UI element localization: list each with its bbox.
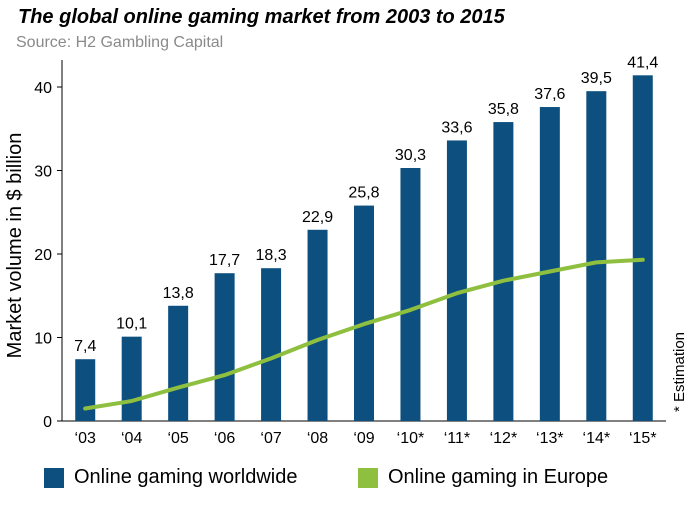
x-tick-label: ‘03	[75, 430, 96, 447]
bar-value-label: 25,8	[348, 185, 379, 202]
bar	[168, 305, 189, 421]
bar-value-label: 22,9	[302, 209, 333, 226]
bar	[75, 359, 96, 421]
bar	[354, 205, 374, 421]
x-tick-label: ‘08	[307, 430, 328, 447]
bar	[446, 140, 467, 421]
bar-value-label: 35,8	[488, 101, 519, 118]
legend-label-worldwide: Online gaming worldwide	[74, 466, 298, 488]
bar	[214, 273, 235, 421]
bar-value-label: 7,4	[74, 338, 96, 355]
bar-value-label: 39,5	[581, 70, 612, 87]
bar	[493, 122, 514, 421]
legend-label-europe: Online gaming in Europe	[388, 466, 609, 488]
bar-value-label: 18,3	[256, 247, 287, 264]
x-tick-label: ‘05	[167, 430, 188, 447]
chart-title: The global online gaming market from 200…	[18, 6, 505, 28]
line-point	[83, 406, 87, 410]
line-point	[176, 386, 180, 390]
estimation-note: * Estimation	[671, 332, 688, 412]
bar	[261, 268, 282, 421]
y-tick-label: 40	[34, 80, 52, 97]
chart-legend: Online gaming worldwide Online gaming in…	[0, 466, 700, 496]
bar-value-label: 13,8	[163, 285, 194, 302]
line-point	[455, 291, 459, 295]
line-point	[501, 279, 505, 283]
x-tick-label: ‘13*	[536, 430, 564, 447]
line-point	[548, 270, 552, 274]
line-point	[594, 260, 598, 264]
bar	[400, 167, 421, 421]
bar	[586, 91, 607, 422]
bar-value-label: 33,6	[441, 119, 472, 136]
x-tick-label: ‘09	[353, 430, 374, 447]
legend-swatch-europe	[358, 467, 378, 488]
line-point	[223, 373, 227, 377]
bar	[307, 229, 328, 421]
bar-value-label: 10,1	[116, 316, 147, 333]
line-point	[130, 399, 134, 403]
y-tick-label: 30	[34, 164, 52, 181]
line-point	[269, 356, 273, 360]
x-tick-label: ‘10*	[397, 430, 425, 447]
legend-swatch-worldwide	[44, 467, 64, 488]
bar-value-label: 37,6	[534, 86, 565, 103]
y-axis-label: Market volume in $ billion	[4, 133, 26, 359]
chart-subtitle: Source: H2 Gambling Capital	[16, 34, 224, 51]
line-point	[641, 258, 645, 262]
line-point	[362, 322, 366, 326]
x-tick-label: ‘14*	[583, 430, 611, 447]
y-tick-label: 10	[34, 331, 52, 348]
x-tick-label: ‘06	[214, 430, 235, 447]
bar-value-label: 17,7	[209, 252, 240, 269]
x-tick-label: ‘07	[260, 430, 281, 447]
x-tick-label: ‘12*	[490, 430, 518, 447]
line-point	[408, 308, 412, 312]
bar-value-label: 41,4	[627, 54, 658, 71]
line-point	[316, 338, 320, 342]
bar-value-label: 30,3	[395, 147, 426, 164]
x-tick-label: ‘15*	[629, 430, 657, 447]
bar	[632, 75, 653, 421]
bar	[539, 107, 560, 421]
bar	[121, 336, 142, 421]
legend-item-europe: Online gaming in Europe	[358, 466, 608, 489]
y-tick-label: 0	[43, 414, 52, 431]
y-tick-label: 20	[34, 247, 52, 264]
x-tick-label: ‘11*	[444, 430, 470, 447]
legend-item-worldwide: Online gaming worldwide	[44, 466, 297, 489]
x-tick-label: ‘04	[121, 430, 142, 447]
